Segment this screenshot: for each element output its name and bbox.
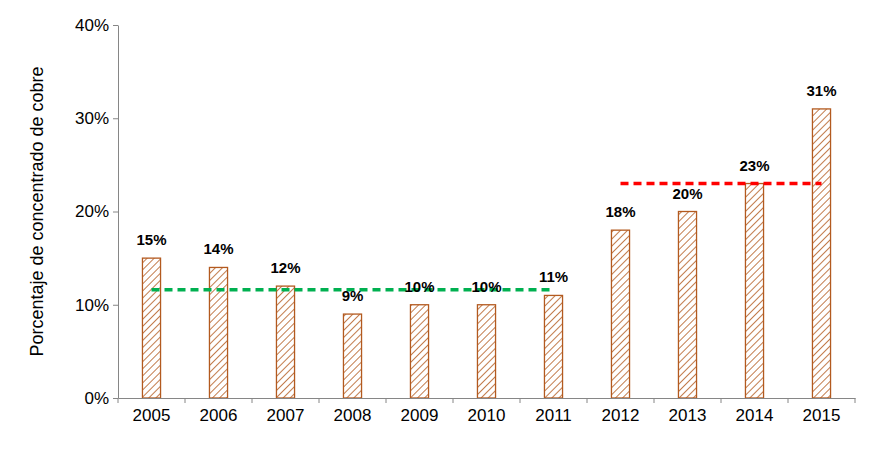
data-label: 12% — [270, 259, 300, 276]
x-separator — [520, 398, 521, 403]
x-tick: 2011 — [535, 398, 572, 425]
x-tick: 2006 — [200, 398, 238, 425]
x-tick-label: 2014 — [736, 406, 774, 425]
x-separator — [118, 398, 119, 403]
x-tick-label: 2005 — [133, 406, 171, 425]
reference-line — [621, 182, 822, 186]
bar — [477, 305, 495, 398]
x-tick-label: 2010 — [468, 406, 506, 425]
x-tick-label: 2011 — [535, 406, 572, 425]
bar — [544, 295, 562, 398]
y-tick: 20% — [75, 202, 118, 221]
y-tick-label: 10% — [75, 296, 109, 315]
x-tick-label: 2006 — [200, 406, 238, 425]
bar — [410, 305, 428, 398]
x-separator — [788, 398, 789, 403]
data-label: 31% — [806, 82, 836, 99]
x-separator — [453, 398, 454, 403]
x-tick-label: 2012 — [602, 406, 640, 425]
x-tick: 2014 — [736, 398, 774, 425]
y-tick-mark — [113, 25, 118, 26]
bar — [611, 230, 629, 398]
x-separator — [587, 398, 588, 403]
chart: 0%10%20%30%40%20052006200720082009201020… — [0, 0, 886, 450]
y-tick: 0% — [84, 389, 118, 408]
plot-area: 0%10%20%30%40%20052006200720082009201020… — [75, 16, 856, 425]
x-tick: 2012 — [602, 398, 640, 425]
data-label: 9% — [342, 287, 364, 304]
y-axis-title: Porcentaje de concentrado de cobre — [27, 66, 47, 356]
y-tick-mark — [113, 398, 118, 399]
bar — [209, 267, 227, 398]
x-tick-label: 2015 — [803, 406, 841, 425]
y-tick: 40% — [75, 16, 118, 35]
x-separator — [721, 398, 722, 403]
x-tick: 2005 — [133, 398, 171, 425]
data-label: 15% — [136, 231, 166, 248]
data-label: 10% — [471, 278, 501, 295]
y-tick-label: 30% — [75, 109, 109, 128]
data-label: 23% — [739, 157, 769, 174]
x-separator — [185, 398, 186, 403]
x-separators — [118, 398, 855, 403]
y-tick-label: 0% — [84, 389, 109, 408]
x-tick-label: 2007 — [267, 406, 305, 425]
y-tick-mark — [113, 305, 118, 306]
y-tick-label: 40% — [75, 16, 109, 35]
x-tick-label: 2008 — [334, 406, 372, 425]
bar — [343, 314, 361, 398]
y-tick: 30% — [75, 109, 118, 128]
data-label: 20% — [672, 185, 702, 202]
x-tick: 2009 — [401, 398, 439, 425]
x-tick: 2008 — [334, 398, 372, 425]
y-axis-line — [118, 26, 119, 399]
data-labels: 15% 14% 12% 9% 10% 10% 11% 18% 20% 23% 31% — [136, 82, 836, 304]
x-axis-line — [119, 398, 856, 399]
y-axis: 0% 10% 20% 30% 40% — [75, 16, 119, 408]
x-tick-label: 2013 — [669, 406, 707, 425]
y-tick: 10% — [75, 296, 118, 315]
bar — [142, 258, 160, 398]
data-label: 11% — [539, 268, 568, 285]
y-tick-mark — [113, 118, 118, 119]
x-separator — [252, 398, 253, 403]
x-tick-label: 2009 — [401, 406, 439, 425]
data-label: 10% — [404, 278, 434, 295]
x-tick: 2010 — [468, 398, 506, 425]
x-axis: 2005 2006 2007 2008 2009 2010 2011 2012 2013 2014… — [119, 398, 856, 425]
x-tick: 2015 — [803, 398, 841, 425]
y-tick-label: 20% — [75, 202, 109, 221]
x-separator — [855, 398, 856, 403]
bar — [678, 212, 696, 399]
x-tick: 2007 — [267, 398, 305, 425]
bar — [812, 109, 830, 398]
marks — [142, 109, 830, 398]
x-separator — [319, 398, 320, 403]
y-tick-mark — [113, 212, 118, 213]
x-separator — [654, 398, 655, 403]
bar — [745, 184, 763, 398]
data-label: 18% — [605, 203, 635, 220]
x-separator — [386, 398, 387, 403]
data-label: 14% — [203, 240, 233, 257]
bar — [276, 286, 294, 398]
x-tick: 2013 — [669, 398, 707, 425]
